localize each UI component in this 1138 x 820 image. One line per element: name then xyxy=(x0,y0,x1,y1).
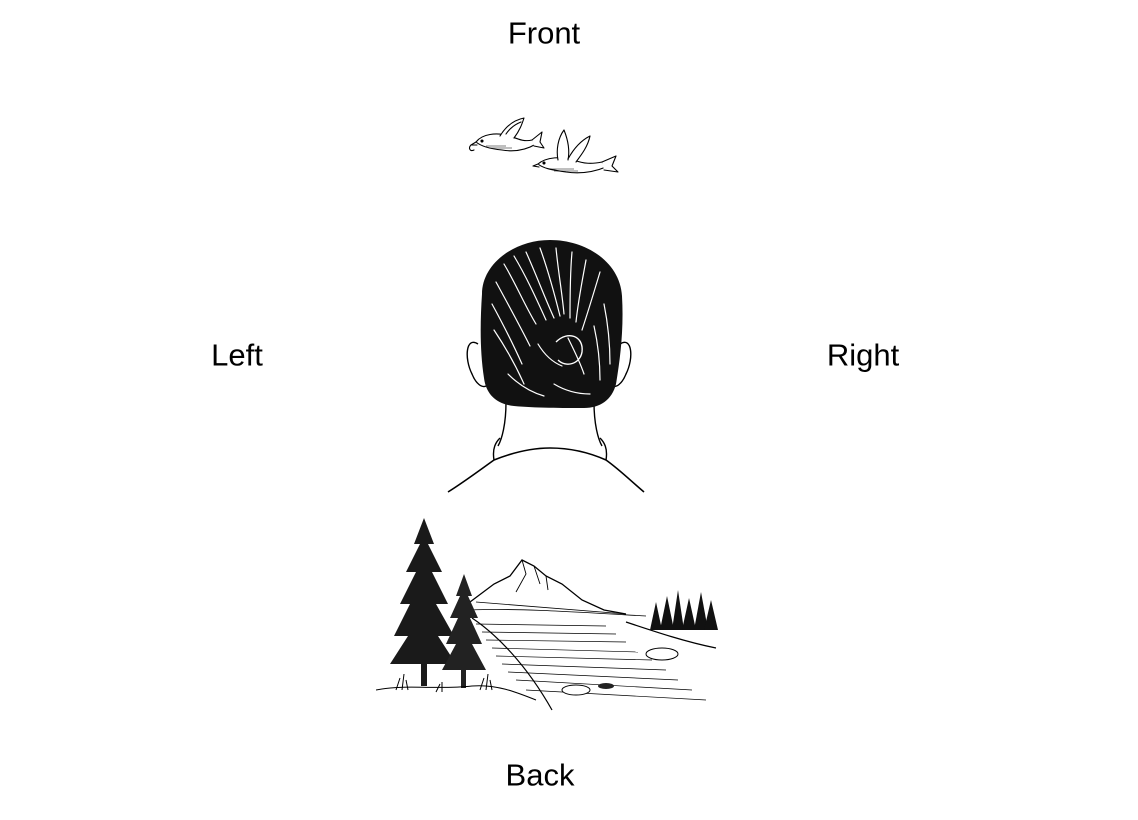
back-label: Back xyxy=(505,757,575,793)
birds-illustration xyxy=(469,117,619,174)
front-label: Front xyxy=(507,15,581,51)
right-label: Right xyxy=(826,337,900,373)
head-back-view-illustration xyxy=(447,240,645,493)
left-label: Left xyxy=(211,337,263,373)
landscape-illustration xyxy=(376,518,718,711)
